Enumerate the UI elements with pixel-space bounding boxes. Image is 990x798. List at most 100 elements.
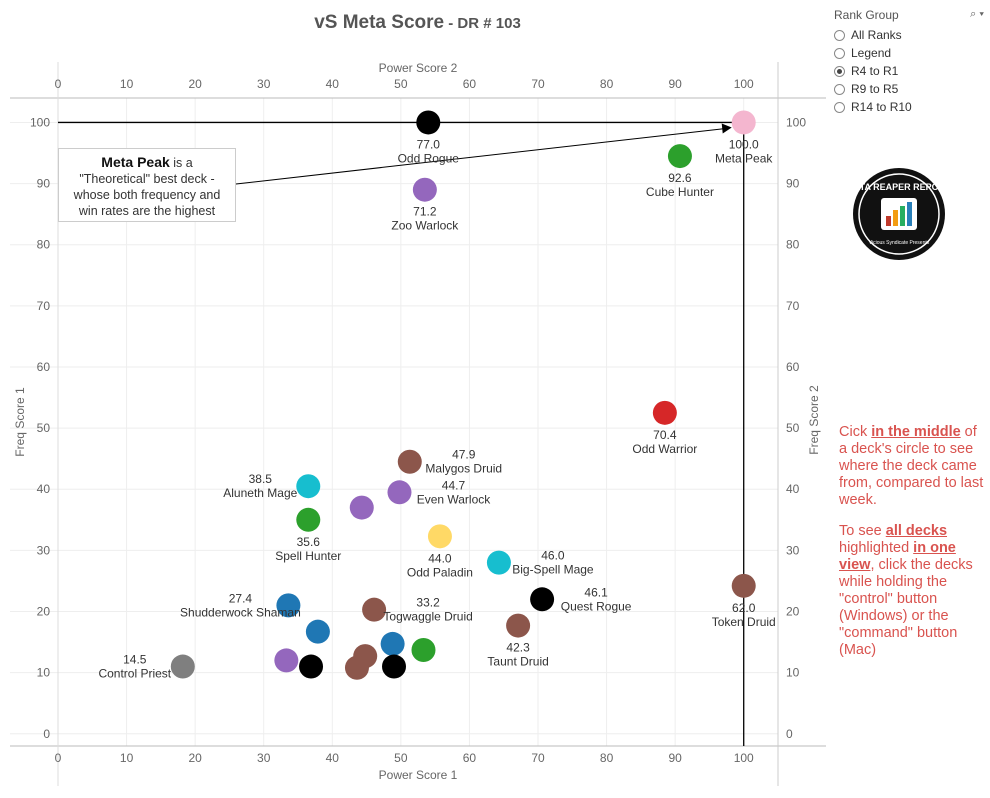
deck-point [276, 593, 301, 618]
x-tick-label: 60 [463, 751, 477, 765]
rank-option-3[interactable]: R9 to R5 [834, 80, 984, 98]
note-para-2: To see all decks highlighted in one view… [839, 523, 984, 659]
deck-point [349, 495, 374, 520]
point-score-label: 27.4 [229, 591, 253, 605]
deck-point [299, 654, 324, 679]
radio-icon[interactable] [834, 29, 845, 41]
x2-tick-label: 30 [257, 77, 271, 91]
x2-tick-label: 70 [531, 77, 545, 91]
point-name-label: Malygos Druid [425, 462, 502, 476]
point-name-label: Big-Spell Mage [512, 563, 594, 577]
point-name-label: Odd Rogue [398, 151, 460, 165]
x2-tick-label: 60 [463, 77, 477, 91]
rank-group-label: Rank Group [834, 8, 899, 22]
y2-tick-label: 90 [786, 177, 800, 191]
x-tick-label: 20 [188, 751, 202, 765]
callout-arrowhead [721, 123, 732, 134]
search-icon[interactable]: ⌕ ▾ [970, 8, 984, 20]
point-score-label: 47.9 [452, 448, 476, 462]
deck-point [486, 550, 511, 575]
deck-point [274, 648, 299, 673]
x2-axis-title: Power Score 2 [379, 61, 458, 75]
x-tick-label: 50 [394, 751, 408, 765]
x2-tick-label: 40 [326, 77, 340, 91]
x-tick-label: 30 [257, 751, 271, 765]
logo-sub: Vicious Syndicate Presents [869, 240, 930, 246]
y2-tick-label: 0 [786, 727, 793, 741]
y-tick-label: 50 [37, 421, 51, 435]
radio-icon[interactable] [834, 101, 845, 113]
deck-point [305, 619, 330, 644]
y2-tick-label: 80 [786, 238, 800, 252]
radio-icon[interactable] [834, 83, 845, 95]
rank-option-label: All Ranks [851, 28, 902, 42]
point-score-label: 46.1 [584, 585, 608, 599]
x2-tick-label: 0 [55, 77, 62, 91]
point-score-label: 33.2 [416, 596, 440, 610]
y-axis-title: Freq Score 1 [13, 387, 27, 457]
meta-peak-callout: Meta Peak is a "Theoretical" best deck -… [58, 148, 236, 222]
instructions-note: Cick in the middle of a deck's circle to… [839, 424, 984, 673]
point-name-label: Odd Warrior [632, 442, 697, 456]
point-score-label: 62.0 [732, 601, 756, 615]
rank-option-2[interactable]: R4 to R1 [834, 62, 984, 80]
rank-option-0[interactable]: All Ranks [834, 26, 984, 44]
note-p2-c: highlighted [839, 540, 914, 556]
note-p1-c: of a deck's circle to see where the deck… [839, 424, 984, 508]
point-name-label: Even Warlock [417, 492, 492, 506]
x2-tick-label: 80 [600, 77, 614, 91]
y2-tick-label: 70 [786, 299, 800, 313]
x-axis-title: Power Score 1 [379, 768, 458, 782]
y2-tick-label: 20 [786, 605, 800, 619]
callout-arrow [235, 127, 726, 185]
x2-tick-label: 90 [668, 77, 682, 91]
point-name-label: Cube Hunter [646, 185, 714, 199]
point-score-label: 38.5 [249, 472, 273, 486]
y2-tick-label: 100 [786, 115, 806, 129]
radio-icon[interactable] [834, 65, 845, 77]
rank-option-label: R4 to R1 [851, 64, 899, 78]
logo-text: DATA REAPER REPORT [851, 182, 947, 192]
rank-option-label: R9 to R5 [851, 82, 899, 96]
point-name-label: Spell Hunter [275, 549, 341, 563]
deck-point [387, 480, 412, 505]
point-name-label: Aluneth Mage [223, 486, 297, 500]
point-name-label: Odd Paladin [407, 565, 473, 579]
x-tick-label: 0 [55, 751, 62, 765]
y-tick-label: 80 [37, 238, 51, 252]
y-tick-label: 0 [43, 727, 50, 741]
y-tick-label: 60 [37, 360, 51, 374]
y2-tick-label: 10 [786, 666, 800, 680]
x2-tick-label: 10 [120, 77, 134, 91]
point-name-label: Taunt Druid [487, 655, 548, 669]
rank-option-4[interactable]: R14 to R10 [834, 98, 984, 116]
y-tick-label: 70 [37, 299, 51, 313]
point-score-label: 71.2 [413, 205, 437, 219]
deck-point [170, 654, 195, 679]
y2-axis-title: Freq Score 2 [807, 385, 821, 455]
point-name-label: Zoo Warlock [391, 219, 459, 233]
rank-option-1[interactable]: Legend [834, 44, 984, 62]
x-tick-label: 40 [326, 751, 340, 765]
deck-point [380, 631, 405, 656]
deck-point [416, 110, 441, 135]
note-p1-b: in the middle [871, 424, 961, 440]
x-tick-label: 80 [600, 751, 614, 765]
data-reaper-logo: DATA REAPER REPORT Vicious Syndicate Pre… [847, 166, 951, 262]
deck-point [667, 144, 692, 169]
point-score-label: 100.0 [729, 137, 759, 151]
deck-point [411, 638, 436, 663]
x-tick-label: 70 [531, 751, 545, 765]
y-tick-label: 90 [37, 177, 51, 191]
note-p2-e: , click the decks while holding the "con… [839, 557, 973, 658]
x-tick-label: 100 [734, 751, 754, 765]
point-name-label: Token Druid [712, 615, 776, 629]
point-score-label: 35.6 [297, 535, 321, 549]
callout-rest3: whose both frequency and [73, 188, 221, 202]
callout-strong: Meta Peak [101, 154, 170, 170]
title-sub: - DR # 103 [444, 15, 521, 32]
radio-icon[interactable] [834, 47, 845, 59]
note-p2-b: all decks [885, 523, 948, 539]
deck-point [412, 177, 437, 202]
note-p2-d: in one view [839, 540, 956, 573]
